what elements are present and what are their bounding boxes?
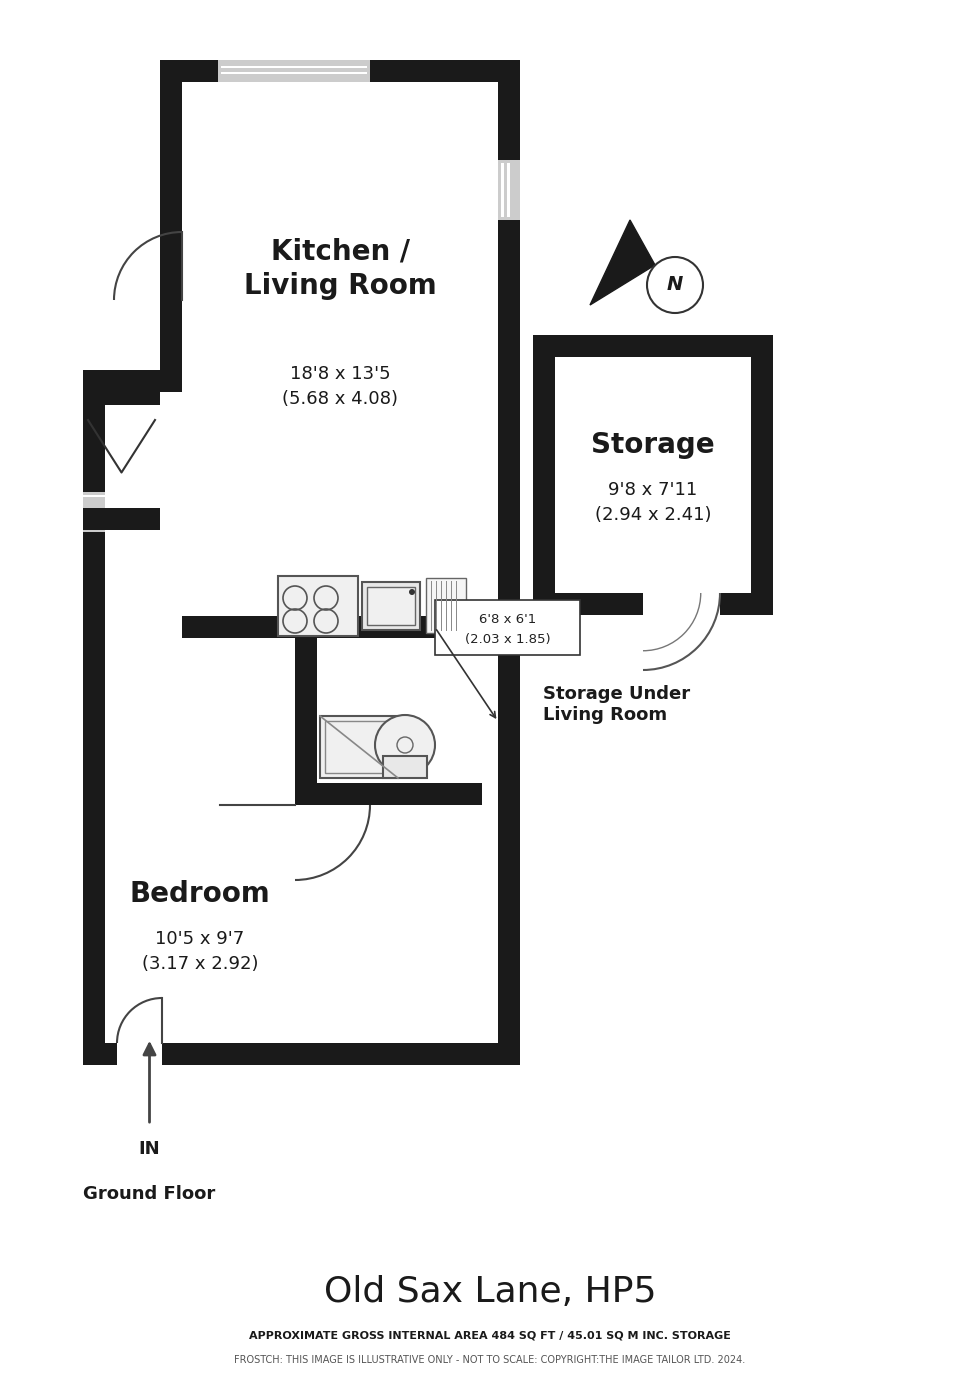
- Bar: [751, 335, 773, 615]
- Text: 9'8 x 7'11: 9'8 x 7'11: [609, 481, 698, 499]
- Bar: [507, 163, 510, 217]
- Bar: [533, 335, 773, 357]
- Text: (2.94 x 2.41): (2.94 x 2.41): [595, 506, 711, 524]
- Bar: [162, 1043, 520, 1065]
- Bar: [362, 582, 420, 630]
- Bar: [317, 783, 482, 805]
- Text: Bedroom: Bedroom: [129, 879, 270, 909]
- Text: 18'8 x 13'5: 18'8 x 13'5: [290, 366, 390, 384]
- Bar: [182, 616, 482, 638]
- Bar: [160, 60, 218, 82]
- Text: Storage Under
Living Room: Storage Under Living Room: [543, 686, 690, 724]
- Bar: [295, 783, 482, 805]
- Bar: [278, 576, 358, 636]
- Bar: [383, 756, 427, 778]
- Bar: [218, 60, 370, 82]
- Bar: [83, 384, 160, 404]
- Bar: [533, 593, 643, 615]
- Bar: [498, 161, 520, 220]
- Circle shape: [375, 715, 435, 776]
- Circle shape: [409, 589, 415, 596]
- Bar: [83, 528, 105, 529]
- Text: Storage: Storage: [591, 431, 714, 458]
- Bar: [435, 600, 580, 655]
- Text: (3.17 x 2.92): (3.17 x 2.92): [142, 956, 259, 974]
- Bar: [83, 1043, 117, 1065]
- Bar: [498, 60, 520, 161]
- Bar: [501, 163, 504, 217]
- Text: N: N: [666, 276, 683, 295]
- Bar: [325, 722, 393, 773]
- Bar: [83, 492, 105, 532]
- Bar: [426, 578, 466, 633]
- Bar: [160, 60, 520, 370]
- Bar: [221, 65, 367, 68]
- Bar: [533, 593, 773, 615]
- Text: IN: IN: [139, 1140, 161, 1158]
- Text: 10'5 x 9'7: 10'5 x 9'7: [156, 929, 245, 947]
- Text: (5.68 x 4.08): (5.68 x 4.08): [282, 391, 398, 409]
- Polygon shape: [590, 220, 655, 305]
- Text: Kitchen /
Living Room: Kitchen / Living Room: [244, 238, 436, 301]
- Text: 6'8 x 6'1: 6'8 x 6'1: [479, 612, 536, 626]
- Bar: [720, 593, 773, 615]
- Bar: [533, 335, 555, 615]
- Text: APPROXIMATE GROSS INTERNAL AREA 484 SQ FT / 45.01 SQ M INC. STORAGE: APPROXIMATE GROSS INTERNAL AREA 484 SQ F…: [249, 1330, 731, 1341]
- Text: (2.03 x 1.85): (2.03 x 1.85): [465, 633, 551, 645]
- Bar: [643, 593, 720, 615]
- Bar: [498, 220, 520, 1065]
- Bar: [83, 370, 105, 492]
- Bar: [320, 716, 398, 778]
- Circle shape: [647, 258, 703, 313]
- Bar: [367, 587, 415, 625]
- Bar: [160, 60, 182, 370]
- Bar: [83, 370, 520, 1065]
- Bar: [83, 494, 105, 497]
- Text: FROSTCH: THIS IMAGE IS ILLUSTRATIVE ONLY - NOT TO SCALE: COPYRIGHT:THE IMAGE TAI: FROSTCH: THIS IMAGE IS ILLUSTRATIVE ONLY…: [234, 1355, 746, 1366]
- Bar: [295, 616, 317, 805]
- Bar: [83, 370, 182, 392]
- Text: Ground Floor: Ground Floor: [83, 1186, 216, 1204]
- Bar: [370, 60, 520, 82]
- Text: Old Sax Lane, HP5: Old Sax Lane, HP5: [323, 1276, 657, 1309]
- Bar: [83, 532, 105, 1043]
- Bar: [83, 508, 160, 530]
- Bar: [221, 72, 367, 75]
